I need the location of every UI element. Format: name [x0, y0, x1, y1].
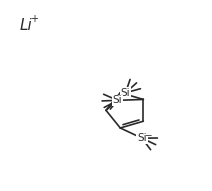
- Text: Si: Si: [137, 133, 147, 143]
- Text: Si: Si: [113, 95, 122, 105]
- Text: Li: Li: [19, 18, 32, 32]
- Text: Si: Si: [121, 88, 130, 98]
- Text: −: −: [144, 130, 151, 139]
- Text: +: +: [30, 14, 38, 23]
